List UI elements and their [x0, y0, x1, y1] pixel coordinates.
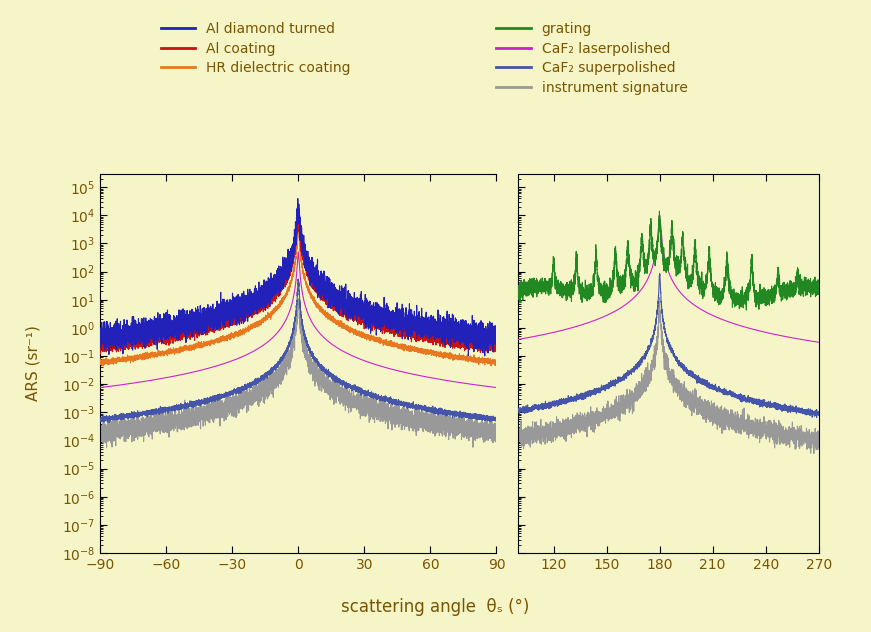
Y-axis label: ARS (sr⁻¹): ARS (sr⁻¹): [26, 325, 41, 401]
Legend: grating, CaF₂ laserpolished, CaF₂ superpolished, instrument signature: grating, CaF₂ laserpolished, CaF₂ superp…: [490, 16, 693, 100]
Legend: Al diamond turned, Al coating, HR dielectric coating: Al diamond turned, Al coating, HR dielec…: [155, 16, 356, 81]
Text: scattering angle  θₛ (°): scattering angle θₛ (°): [341, 599, 530, 616]
